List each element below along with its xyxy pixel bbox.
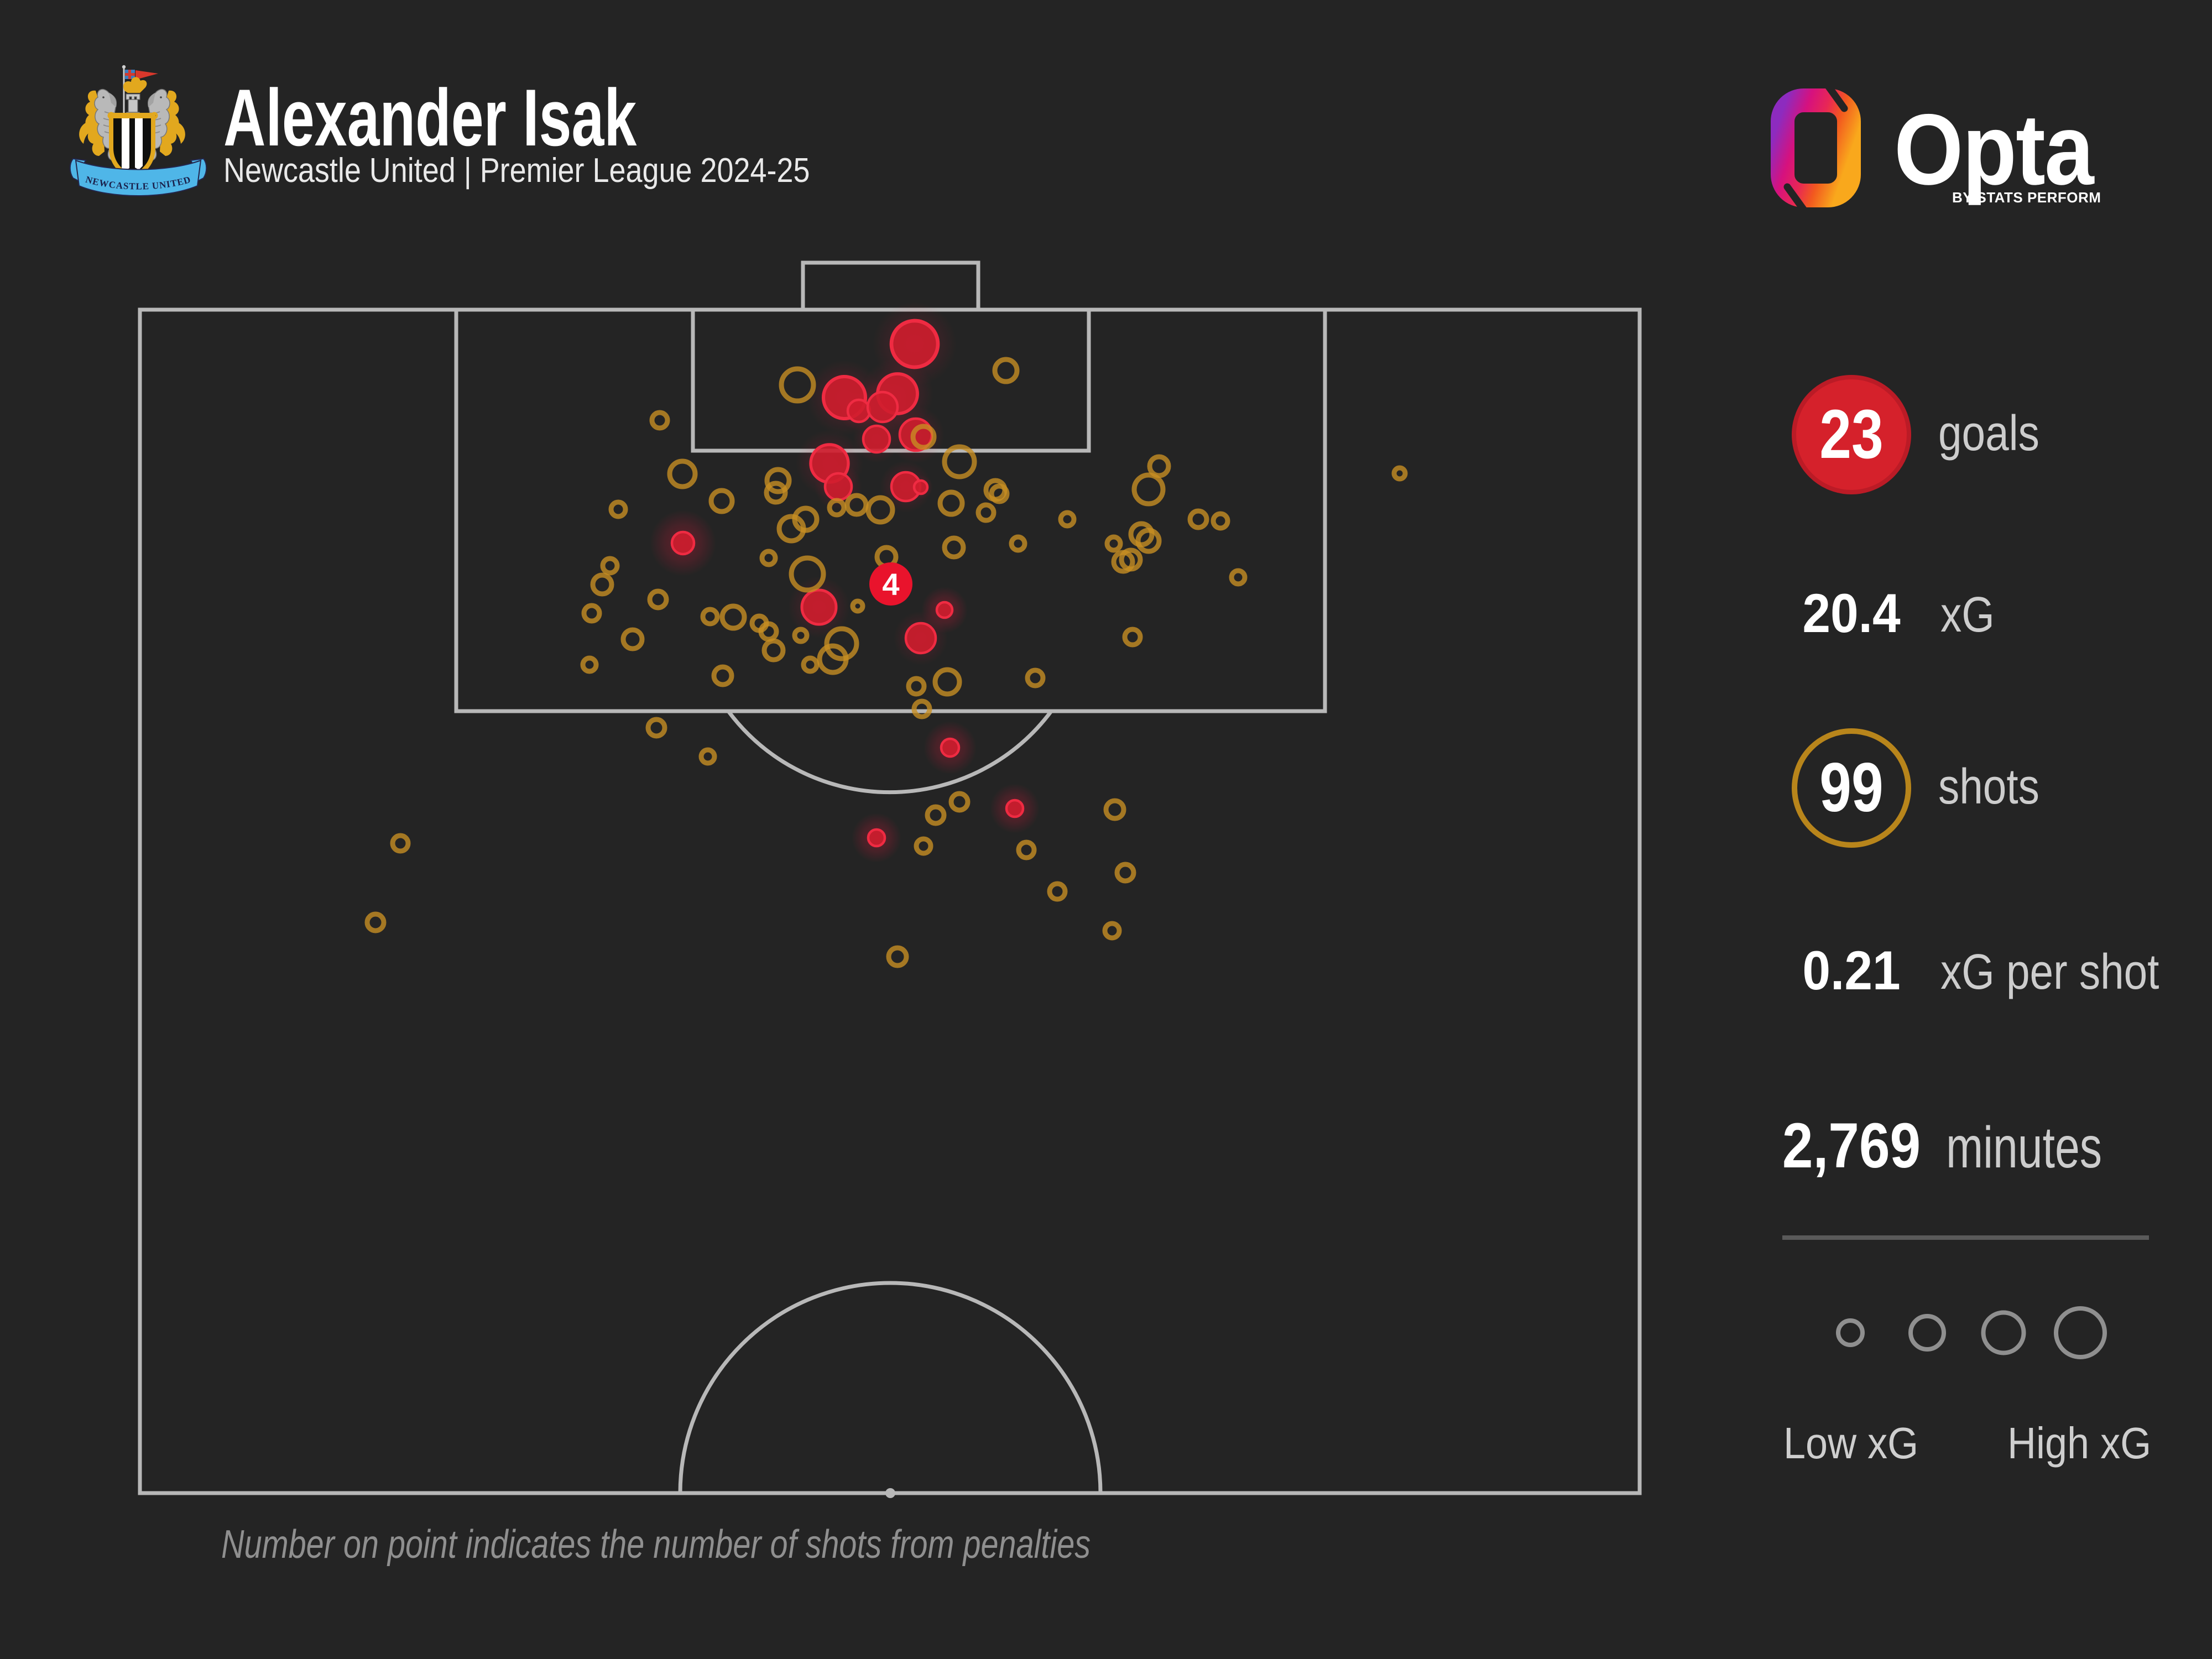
svg-text:4: 4: [882, 567, 899, 602]
